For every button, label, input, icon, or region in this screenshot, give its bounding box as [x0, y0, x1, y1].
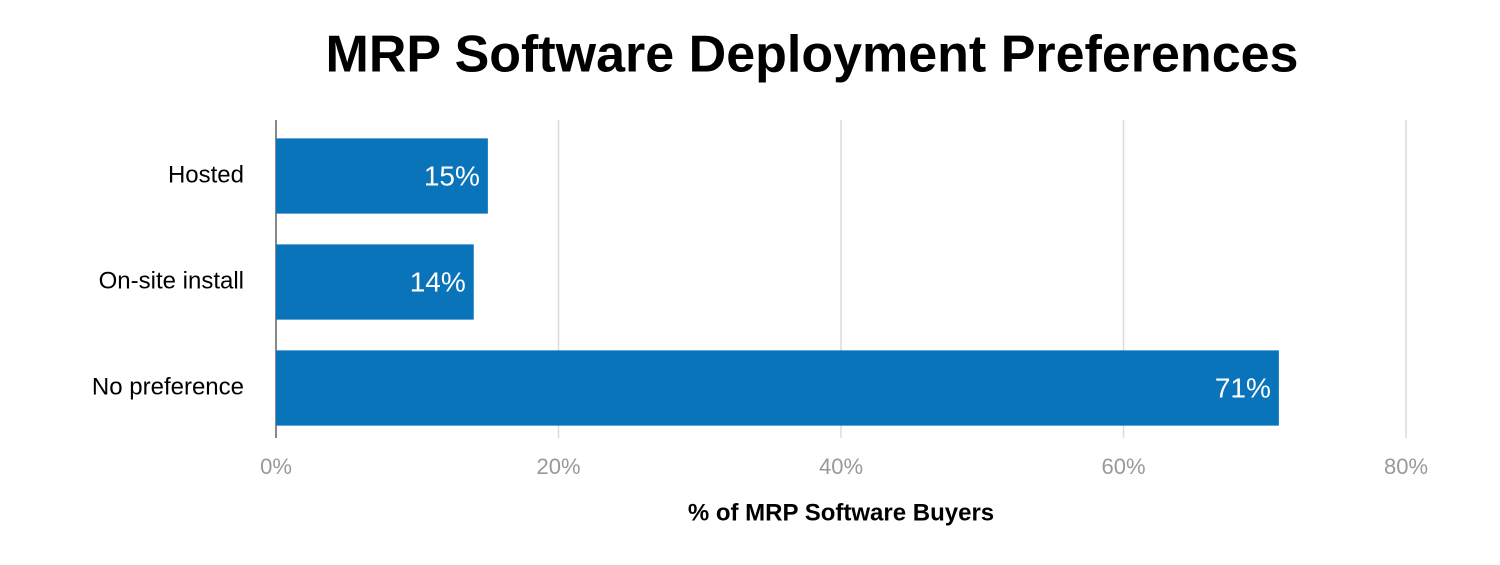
bar	[276, 350, 1279, 426]
value-label: 15%	[424, 160, 480, 191]
bar	[276, 244, 474, 320]
x-tick-label: 80%	[1384, 454, 1428, 479]
x-tick-label: 40%	[819, 454, 863, 479]
y-tick-label: Hosted	[168, 161, 244, 188]
value-label: 71%	[1215, 372, 1271, 403]
bar	[276, 138, 488, 214]
x-tick-label: 60%	[1101, 454, 1145, 479]
chart-title: MRP Software Deployment Preferences	[326, 26, 1299, 84]
value-label: 14%	[410, 266, 466, 297]
x-axis-label: % of MRP Software Buyers	[688, 499, 994, 526]
y-tick-label: No preference	[92, 373, 244, 400]
x-tick-label: 0%	[260, 454, 292, 479]
x-tick-label: 20%	[536, 454, 580, 479]
y-tick-label: On-site install	[99, 267, 244, 294]
